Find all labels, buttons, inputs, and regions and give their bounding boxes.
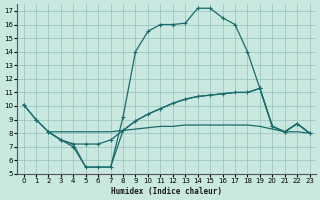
- X-axis label: Humidex (Indice chaleur): Humidex (Indice chaleur): [111, 187, 222, 196]
